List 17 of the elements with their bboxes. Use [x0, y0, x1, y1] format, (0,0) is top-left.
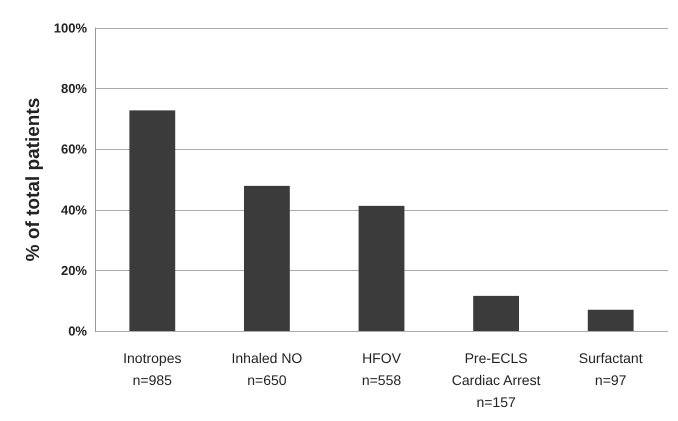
- y-axis-title: % of total patients: [22, 98, 44, 262]
- bar: [244, 186, 290, 331]
- y-tick-label: 0%: [68, 324, 88, 338]
- x-tick-label: Pre-ECLS Cardiac Arrest n=157: [452, 350, 541, 410]
- x-tick-label: Inhaled NO n=650: [231, 350, 302, 388]
- x-tick-label: HFOV n=558: [362, 350, 402, 388]
- y-tick-label: 60%: [60, 142, 88, 157]
- x-tick-label: Surfactant n=97: [578, 350, 643, 388]
- x-tick-label: Inotropes n=985: [123, 350, 182, 388]
- bar: [588, 310, 634, 331]
- y-tick-label: 40%: [60, 202, 88, 218]
- y-tick-label: 20%: [60, 262, 88, 278]
- y-tick-label: 80%: [60, 81, 88, 96]
- bar: [358, 206, 404, 331]
- bar: [473, 296, 520, 331]
- y-tick-label: 100%: [54, 20, 88, 36]
- bar: [129, 110, 176, 331]
